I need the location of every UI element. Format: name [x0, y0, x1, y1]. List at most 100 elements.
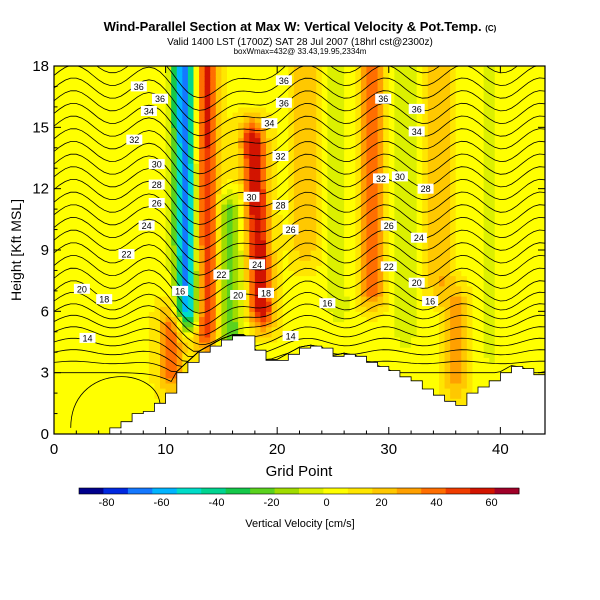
w-field-cell	[165, 388, 172, 394]
w-field-cell	[249, 204, 256, 210]
w-field-cell	[193, 219, 200, 226]
w-field-cell	[132, 158, 139, 164]
w-field-cell	[226, 311, 234, 318]
w-field-cell	[277, 86, 284, 93]
w-field-cell	[372, 301, 379, 307]
w-field-cell	[65, 280, 72, 287]
w-field-cell	[388, 188, 395, 195]
w-field-cell	[232, 158, 239, 164]
w-field-cell	[427, 158, 435, 164]
w-field-cell	[226, 158, 234, 164]
w-field-cell	[193, 229, 200, 236]
w-field-cell	[321, 290, 328, 297]
w-field-cell	[59, 173, 66, 180]
w-field-cell	[143, 352, 150, 358]
w-field-cell	[87, 265, 94, 272]
w-field-cell	[377, 229, 384, 236]
w-field-cell	[204, 183, 211, 190]
w-field-cell	[54, 101, 61, 108]
w-field-cell	[109, 301, 116, 307]
w-field-cell	[293, 301, 301, 307]
w-field-cell	[299, 163, 306, 169]
w-field-cell	[399, 265, 407, 272]
w-field-cell	[349, 173, 356, 180]
w-field-cell	[327, 239, 334, 246]
w-field-cell	[104, 280, 111, 287]
w-field-cell	[243, 280, 250, 287]
w-field-cell	[81, 106, 89, 113]
w-field-cell	[76, 393, 83, 399]
w-field-cell	[310, 147, 317, 154]
w-field-cell	[388, 255, 395, 261]
w-field-cell	[377, 158, 384, 164]
w-field-cell	[355, 132, 362, 139]
w-field-cell	[65, 321, 72, 328]
w-field-cell	[120, 347, 128, 353]
w-field-cell	[377, 132, 384, 139]
w-field-cell	[299, 173, 306, 180]
w-field-cell	[182, 296, 189, 302]
w-field-cell	[405, 234, 412, 241]
w-field-cell	[232, 244, 239, 251]
w-field-cell	[187, 260, 195, 266]
w-field-cell	[344, 239, 351, 246]
w-field-cell	[176, 188, 183, 195]
w-field-cell	[405, 132, 412, 139]
w-field-cell	[277, 255, 284, 261]
w-field-cell	[411, 178, 418, 185]
w-field-cell	[394, 106, 401, 113]
w-field-cell	[260, 188, 267, 195]
w-field-cell	[266, 173, 273, 180]
w-field-cell	[349, 86, 356, 93]
w-field-cell	[372, 285, 379, 292]
w-field-cell	[266, 81, 273, 88]
w-field-cell	[293, 280, 301, 287]
w-field-cell	[438, 316, 446, 323]
w-field-cell	[238, 234, 245, 241]
w-field-cell	[160, 367, 167, 374]
w-field-cell	[187, 301, 195, 307]
w-field-cell	[249, 311, 256, 318]
w-field-cell	[316, 270, 323, 277]
w-field-cell	[399, 255, 407, 261]
w-field-cell	[249, 275, 256, 282]
w-field-cell	[332, 106, 340, 113]
w-field-cell	[344, 316, 351, 323]
w-field-cell	[137, 198, 144, 205]
w-field-cell	[316, 326, 323, 333]
w-field-cell	[427, 96, 435, 103]
w-field-cell	[148, 250, 156, 256]
w-field-cell	[204, 96, 211, 103]
w-field-cell	[321, 178, 328, 185]
w-field-cell	[226, 214, 234, 220]
w-field-cell	[344, 244, 351, 251]
w-field-cell	[132, 372, 139, 379]
w-field-cell	[316, 112, 323, 118]
w-field-cell	[187, 147, 195, 154]
w-field-cell	[54, 188, 61, 195]
w-field-cell	[344, 137, 351, 144]
w-field-cell	[215, 316, 222, 323]
w-field-cell	[383, 112, 390, 118]
w-field-cell	[137, 352, 144, 358]
w-field-cell	[98, 382, 105, 389]
w-field-cell	[199, 326, 206, 333]
w-field-cell	[226, 127, 234, 134]
w-field-cell	[288, 152, 295, 159]
w-field-cell	[271, 214, 278, 220]
w-field-cell	[199, 112, 206, 118]
w-field-cell	[427, 204, 435, 210]
w-field-cell	[215, 234, 222, 241]
w-field-cell	[266, 183, 273, 190]
w-field-cell	[165, 193, 172, 200]
w-field-cell	[226, 106, 234, 113]
w-field-cell	[76, 132, 83, 139]
w-field-cell	[210, 244, 217, 251]
w-field-cell	[327, 76, 334, 82]
w-field-cell	[266, 301, 273, 307]
w-field-cell	[232, 280, 239, 287]
w-field-cell	[405, 147, 412, 154]
w-field-cell	[187, 331, 195, 338]
w-field-cell	[344, 127, 351, 134]
w-field-cell	[249, 326, 256, 333]
